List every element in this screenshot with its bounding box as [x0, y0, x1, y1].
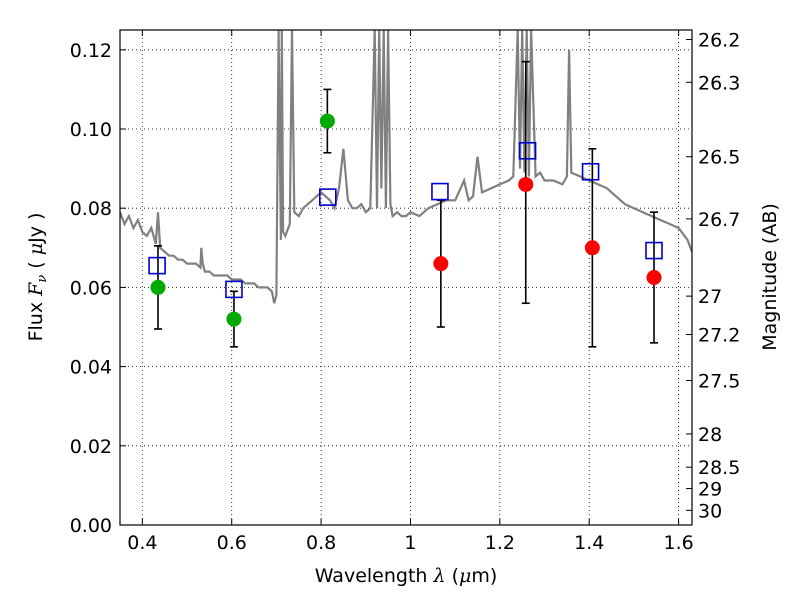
data-point-red [646, 270, 662, 285]
x-tick-label: 1.4 [574, 532, 604, 554]
y2-tick-label: 28.5 [698, 457, 740, 479]
model-spectrum-line [120, 30, 692, 304]
plot-frame [119, 29, 693, 526]
y2-tick-label: 29 [698, 479, 722, 501]
y2-tick-label: 27.2 [698, 325, 740, 347]
x-tick-label: 1.6 [663, 532, 693, 554]
y-tick-label: 0.02 [70, 436, 112, 458]
y2-tick-label: 26.7 [698, 209, 740, 231]
data-point-green [319, 113, 335, 129]
plot-area [120, 30, 692, 348]
y2-tick-label: 30 [698, 500, 722, 522]
model-photometry-square [518, 141, 537, 160]
y-tick-label: 0.00 [70, 515, 112, 537]
model-photometry-square [318, 188, 337, 206]
y-axis-label: Flux Fν ( μJy ) [25, 213, 50, 342]
y-tick-label: 0.06 [70, 277, 112, 299]
x-tick-label: 0.4 [127, 532, 157, 554]
y2-tick-label: 26.2 [698, 30, 740, 52]
y2-tick-label: 26.3 [698, 72, 740, 94]
y-tick-label: 0.12 [70, 40, 112, 62]
data-point-red [584, 240, 600, 256]
y-tick-label: 0.10 [70, 119, 112, 141]
y2-tick-label: 26.5 [698, 147, 740, 169]
data-point-red [433, 256, 449, 272]
axis-ticks: 0.4 0.6 0.8 1 1.2 1.4 1.6 0.00 0.02 0.04 0.06 0.08 0… [70, 30, 741, 554]
model-photometry-square [148, 256, 166, 275]
y-tick-label: 0.08 [70, 198, 112, 220]
model-photometry-square [645, 241, 663, 260]
y2-tick-label: 28 [698, 424, 722, 446]
x-tick-label: 1.2 [485, 532, 515, 554]
axes-frame [119, 29, 693, 526]
y2-tick-label: 27.5 [698, 370, 740, 392]
x-axis-label: Wavelength λ (μm) [315, 565, 498, 587]
x-tick-label: 1 [404, 532, 416, 554]
data-point-green [150, 279, 166, 295]
model-photometry-square [581, 162, 600, 181]
model-photometry-square [225, 280, 243, 299]
data-point-red [518, 176, 534, 192]
x-tick-label: 0.8 [306, 532, 336, 554]
data-point-green [226, 311, 242, 327]
y2-tick-label: 27 [698, 286, 722, 308]
y-tick-label: 0.04 [70, 357, 112, 379]
y2-axis-label: Magnitude (AB) [759, 203, 781, 351]
grid-lines [120, 30, 692, 526]
model-photometry-square [431, 182, 449, 201]
x-tick-label: 0.6 [217, 532, 247, 554]
